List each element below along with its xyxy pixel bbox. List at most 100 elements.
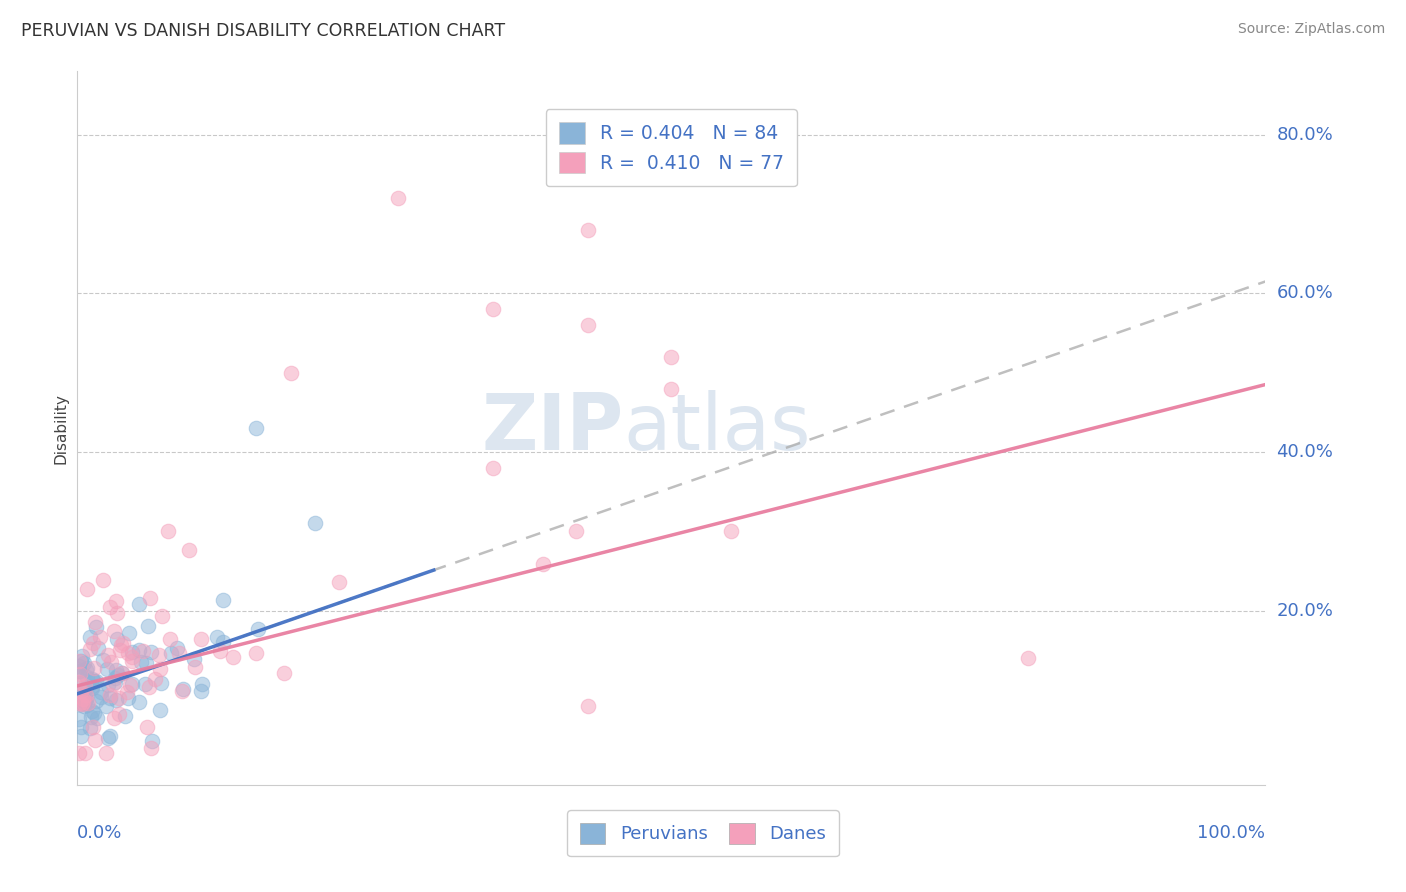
Point	[75, 681, 97, 696]
Point	[75, 746, 97, 760]
Point	[67, 675, 90, 690]
Point	[75, 693, 97, 707]
Point	[387, 191, 409, 205]
Point	[482, 302, 505, 317]
Point	[84, 694, 107, 708]
Point	[110, 638, 132, 652]
Point	[67, 659, 90, 673]
Point	[67, 687, 90, 701]
Point	[107, 667, 129, 681]
Point	[75, 663, 97, 677]
Point	[108, 643, 131, 657]
Point	[135, 656, 157, 670]
Point	[80, 704, 103, 718]
Point	[661, 350, 683, 364]
Point	[94, 746, 117, 760]
Point	[90, 684, 112, 698]
Point	[149, 703, 172, 717]
Point	[108, 690, 131, 705]
Point	[72, 648, 94, 663]
Point	[222, 650, 245, 665]
Point	[75, 684, 97, 698]
Point	[114, 709, 136, 723]
Point	[183, 651, 205, 665]
Point	[190, 632, 212, 646]
Point	[80, 672, 103, 686]
Point	[117, 690, 139, 705]
Point	[72, 681, 94, 696]
Point	[212, 592, 235, 607]
Point	[67, 746, 90, 760]
Point	[70, 698, 93, 712]
Point	[69, 676, 91, 690]
Text: ZIP: ZIP	[482, 390, 624, 467]
Point	[97, 678, 120, 692]
Point	[149, 675, 172, 690]
Point	[166, 640, 188, 655]
Point	[108, 707, 131, 722]
Point	[97, 648, 120, 662]
Point	[76, 660, 98, 674]
Point	[67, 664, 90, 678]
Point	[172, 682, 194, 697]
Point	[148, 662, 170, 676]
Point	[84, 615, 107, 629]
Point	[245, 421, 267, 435]
Point	[245, 646, 267, 660]
Point	[121, 677, 143, 691]
Y-axis label: Disability: Disability	[53, 392, 69, 464]
Legend: R = 0.404   N = 84, R =  0.410   N = 77: R = 0.404 N = 84, R = 0.410 N = 77	[546, 110, 797, 186]
Point	[89, 630, 111, 644]
Point	[69, 654, 91, 668]
Point	[82, 679, 104, 693]
Text: PERUVIAN VS DANISH DISABILITY CORRELATION CHART: PERUVIAN VS DANISH DISABILITY CORRELATIO…	[21, 22, 505, 40]
Point	[117, 626, 139, 640]
Point	[128, 597, 150, 611]
Point	[183, 659, 205, 673]
Point	[139, 591, 162, 606]
Point	[141, 733, 163, 747]
Point	[576, 318, 599, 332]
Text: Source: ZipAtlas.com: Source: ZipAtlas.com	[1237, 22, 1385, 37]
Point	[111, 666, 134, 681]
Point	[98, 729, 121, 743]
Point	[73, 657, 96, 671]
Point	[76, 582, 98, 597]
Point	[72, 694, 94, 708]
Text: 20.0%: 20.0%	[1277, 601, 1333, 620]
Point	[83, 661, 105, 675]
Point	[179, 543, 201, 558]
Point	[150, 609, 173, 624]
Point	[138, 680, 160, 694]
Point	[69, 664, 91, 678]
Point	[139, 645, 162, 659]
Point	[94, 699, 117, 714]
Point	[80, 709, 103, 723]
Point	[304, 516, 326, 531]
Text: 100.0%: 100.0%	[1198, 824, 1265, 842]
Point	[83, 673, 105, 688]
Point	[87, 640, 110, 655]
Point	[98, 691, 121, 706]
Point	[121, 655, 143, 669]
Point	[70, 691, 93, 706]
Point	[720, 524, 742, 539]
Legend: Peruvians, Danes: Peruvians, Danes	[568, 810, 838, 856]
Point	[82, 674, 104, 689]
Point	[565, 524, 588, 539]
Text: 80.0%: 80.0%	[1277, 126, 1333, 144]
Point	[86, 711, 108, 725]
Point	[69, 720, 91, 734]
Point	[104, 664, 127, 678]
Point	[97, 731, 120, 746]
Point	[148, 648, 170, 662]
Point	[209, 644, 232, 658]
Point	[482, 460, 505, 475]
Point	[129, 656, 152, 670]
Point	[576, 698, 599, 713]
Point	[105, 632, 128, 646]
Point	[72, 698, 94, 713]
Point	[105, 594, 128, 608]
Point	[75, 692, 97, 706]
Point	[139, 740, 162, 755]
